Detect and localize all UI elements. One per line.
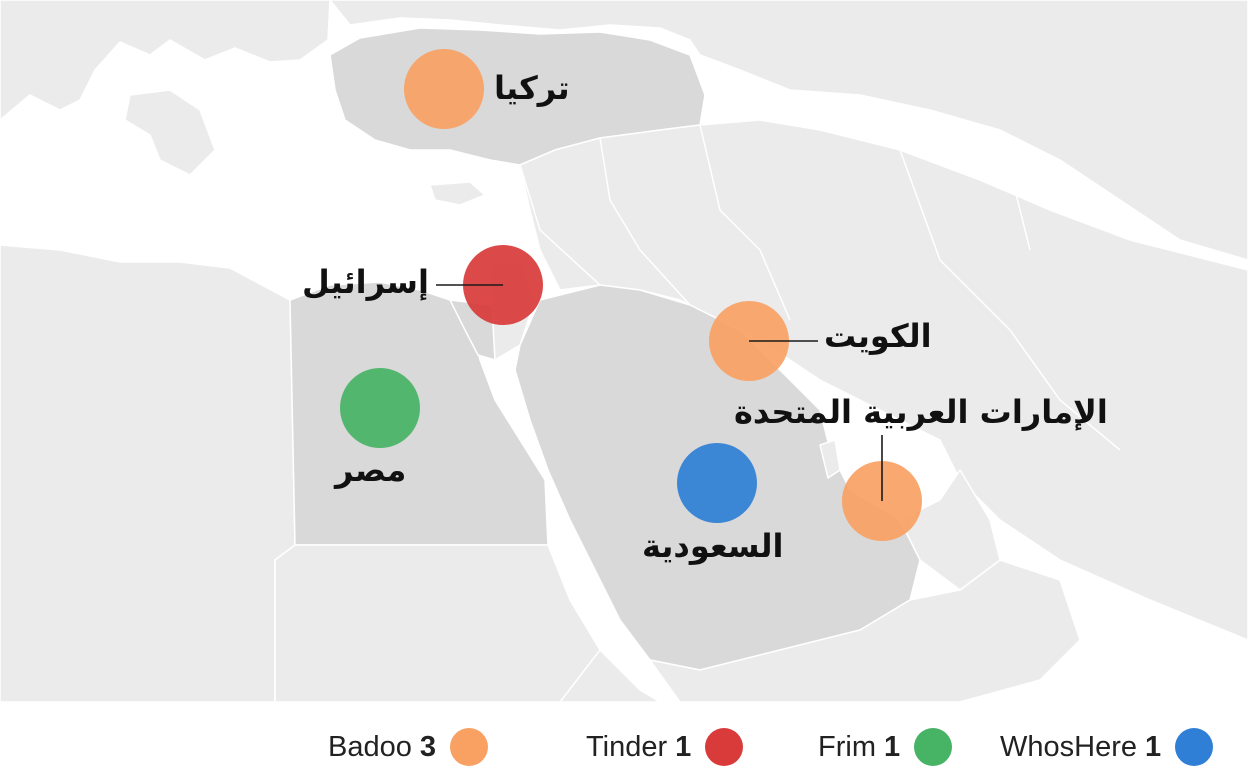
land-qatar (819, 439, 841, 479)
legend-item-tinder: Tinder 1 (586, 728, 744, 766)
land-greece (124, 89, 216, 176)
legend-item-whoshere: WhosHere 1 (1000, 728, 1214, 766)
legend-name: Frim (818, 730, 876, 763)
marker-saudi[interactable] (677, 443, 757, 523)
legend-dot-whoshere (1175, 728, 1214, 766)
map: تركيا إسرائيل مصر الكويت الإمارات العربي… (0, 0, 1248, 702)
label-uae: الإمارات العربية المتحدة (734, 393, 1108, 431)
land-oman (899, 469, 1001, 591)
legend-dot-frim (914, 728, 953, 766)
land-sudan (274, 544, 641, 702)
legend: Badoo 3 Tinder 1 Frim 1 WhosHere 1 (0, 702, 1248, 784)
border-lines (229, 124, 1121, 702)
legend-item-badoo: Badoo 3 (328, 728, 488, 766)
land-north (329, 0, 1248, 261)
legend-name: Tinder (586, 730, 668, 763)
legend-dot-badoo (450, 728, 488, 766)
legend-name: WhosHere (1000, 730, 1137, 763)
marker-turkey[interactable] (404, 49, 484, 129)
legend-count: 1 (675, 730, 692, 763)
legend-name: Badoo (328, 730, 412, 763)
legend-count: 1 (883, 730, 901, 763)
legend-count: 3 (419, 730, 436, 763)
legend-count: 1 (1145, 730, 1162, 763)
label-saudi: السعودية (642, 527, 784, 565)
label-turkey: تركيا (494, 69, 570, 107)
map-svg (0, 0, 1248, 702)
label-israel: إسرائيل (302, 263, 429, 301)
label-kuwait: الكويت (824, 317, 932, 355)
marker-egypt[interactable] (340, 368, 420, 448)
legend-dot-tinder (705, 728, 744, 766)
land-horn (559, 649, 661, 702)
legend-item-frim: Frim 1 (818, 728, 953, 766)
land-europe (0, 0, 331, 121)
label-egypt: مصر (335, 451, 407, 489)
land-libya (0, 244, 296, 702)
land-cyprus (429, 181, 486, 206)
